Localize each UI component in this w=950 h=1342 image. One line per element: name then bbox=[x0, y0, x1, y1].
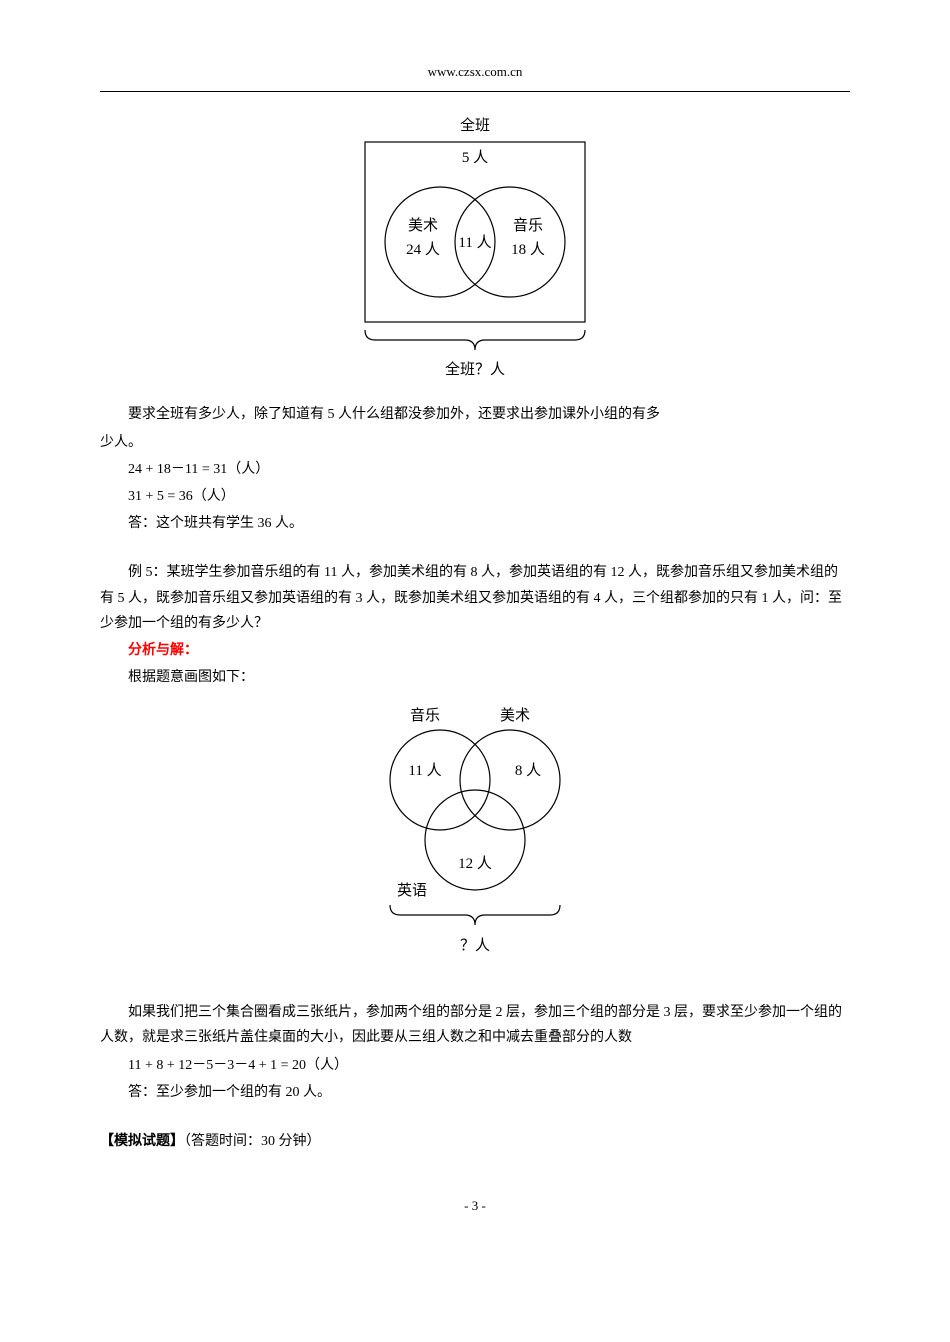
analysis-label: 分析与解： bbox=[100, 638, 850, 663]
venn1-right-label: 音乐 bbox=[513, 217, 543, 234]
para2-block: 如果我们把三个集合圈看成三张纸片，参加两个组的部分是 2 层，参加三个组的部分是… bbox=[100, 1000, 850, 1105]
venn-diagram-1: 全班 5 人 美术 24 人 11 人 音乐 18 人 全班？人 bbox=[100, 112, 850, 382]
venn2-svg: 音乐 美术 11 人 8 人 12 人 英语 ？人 bbox=[350, 700, 600, 980]
header-divider bbox=[100, 91, 850, 92]
venn1-intersection: 11 人 bbox=[458, 234, 491, 251]
header-url: www.czsx.com.cn bbox=[100, 60, 850, 83]
mock-test-heading: 【模拟试题】（答题时间：30 分钟） bbox=[100, 1129, 850, 1154]
para1-block: 要求全班有多少人，除了知道有 5 人什么组都没参加外，还要求出参加课外小组的有多… bbox=[100, 402, 850, 536]
venn1-svg: 全班 5 人 美术 24 人 11 人 音乐 18 人 全班？人 bbox=[345, 112, 605, 382]
para1-answer: 答：这个班共有学生 36 人。 bbox=[100, 511, 850, 536]
venn1-box bbox=[365, 142, 585, 322]
page-number: - 3 - bbox=[100, 1194, 850, 1217]
venn2-top-right-label: 美术 bbox=[500, 707, 530, 724]
venn2-bottom-label: 英语 bbox=[397, 881, 427, 899]
venn1-brace bbox=[365, 330, 585, 350]
venn-diagram-2: 音乐 美术 11 人 8 人 12 人 英语 ？人 bbox=[100, 700, 850, 980]
venn2-bottom-circle bbox=[425, 790, 525, 890]
mock-heading-text: 【模拟试题】 bbox=[100, 1134, 184, 1149]
venn2-bottom-count: 12 人 bbox=[458, 855, 492, 872]
example5-intro: 根据题意画图如下： bbox=[100, 665, 850, 690]
para1-calc1: 24 + 18－11 = 31（人） bbox=[100, 457, 850, 482]
venn2-right-count: 8 人 bbox=[515, 762, 541, 779]
para2-calc1: 11 + 8 + 12－5－3－4 + 1 = 20（人） bbox=[100, 1053, 850, 1078]
venn1-bottom-label: 全班？人 bbox=[445, 360, 505, 378]
para1-calc2: 31 + 5 = 36（人） bbox=[100, 484, 850, 509]
venn1-outside-count: 5 人 bbox=[462, 149, 488, 166]
venn2-brace bbox=[390, 905, 560, 925]
venn1-right-count: 18 人 bbox=[511, 241, 545, 258]
para2-answer: 答：至少参加一个组的有 20 人。 bbox=[100, 1080, 850, 1105]
para1-line1: 要求全班有多少人，除了知道有 5 人什么组都没参加外，还要求出参加课外小组的有多 bbox=[128, 407, 660, 422]
venn2-top-left-label: 音乐 bbox=[410, 707, 440, 724]
para2-line1: 如果我们把三个集合圈看成三张纸片，参加两个组的部分是 2 层，参加三个组的部分是… bbox=[100, 1000, 850, 1050]
venn2-question: ？人 bbox=[460, 937, 490, 954]
example5-block: 例 5：某班学生参加音乐组的有 11 人，参加美术组的有 8 人，参加英语组的有… bbox=[100, 560, 850, 690]
venn2-left-count: 11 人 bbox=[408, 762, 441, 779]
para1-line2: 少人。 bbox=[100, 430, 850, 455]
venn1-left-label: 美术 bbox=[408, 217, 438, 234]
venn1-top-label: 全班 bbox=[460, 116, 490, 134]
example5-title: 例 5：某班学生参加音乐组的有 11 人，参加美术组的有 8 人，参加英语组的有… bbox=[100, 560, 850, 636]
para1-text: 要求全班有多少人，除了知道有 5 人什么组都没参加外，还要求出参加课外小组的有多 bbox=[100, 402, 850, 427]
venn2-right-circle bbox=[460, 730, 560, 830]
mock-note: （答题时间：30 分钟） bbox=[184, 1134, 321, 1149]
venn1-left-count: 24 人 bbox=[406, 241, 440, 258]
